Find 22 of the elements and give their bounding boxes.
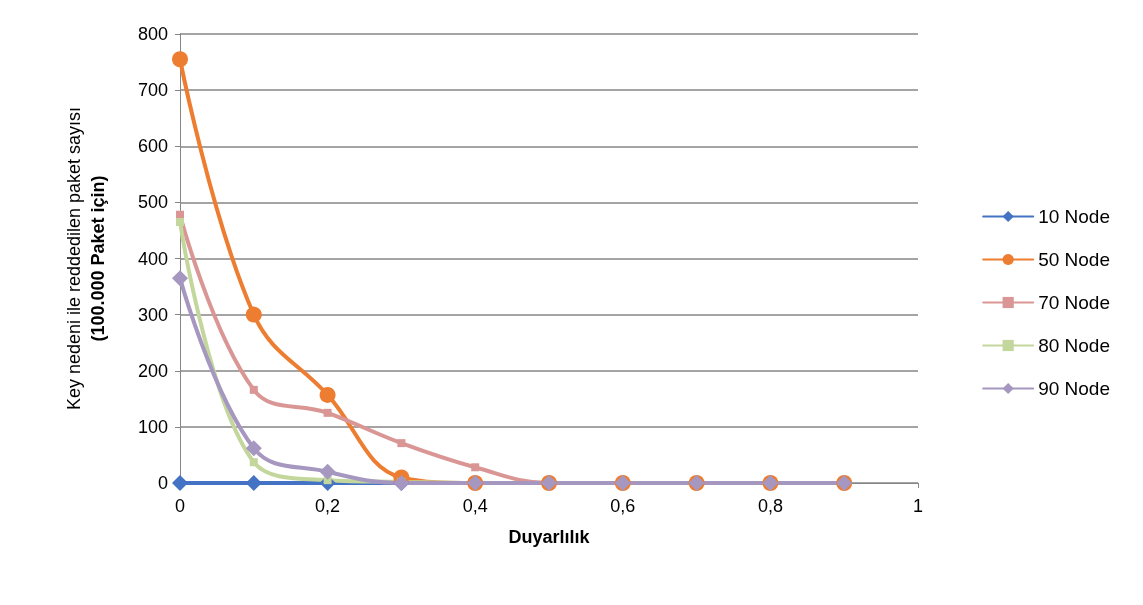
y-tick-label: 200	[137, 360, 168, 381]
x-tick-label: 0,4	[462, 496, 488, 516]
y-axis-title: Key nedeni ile reddedilen paket sayısı (100.000 Paket için)	[64, 106, 108, 411]
y-tick-label: 100	[137, 416, 168, 437]
legend-label: 90 Node	[1038, 378, 1111, 399]
legend-label: 70 Node	[1038, 292, 1111, 313]
legend-label: 50 Node	[1038, 249, 1111, 270]
legend-label: 10 Node	[1038, 206, 1111, 227]
x-axis-title: Duyarlılık	[508, 527, 591, 547]
y-tick-label: 700	[137, 80, 168, 101]
y-tick-label: 0	[157, 473, 168, 493]
x-tick-label: 0	[174, 496, 186, 516]
y-tick-label: 300	[137, 304, 168, 325]
x-tick-label: 0,8	[757, 496, 783, 516]
x-tick-label: 1	[912, 496, 924, 516]
y-tick-label: 600	[137, 136, 168, 157]
x-tick-label: 0,2	[315, 496, 341, 516]
y-tick-label: 500	[137, 192, 168, 213]
x-tick-label: 0,6	[610, 496, 636, 516]
legend-label: 80 Node	[1038, 335, 1111, 356]
y-tick-label: 400	[137, 248, 168, 269]
y-tick-label: 800	[137, 24, 168, 44]
